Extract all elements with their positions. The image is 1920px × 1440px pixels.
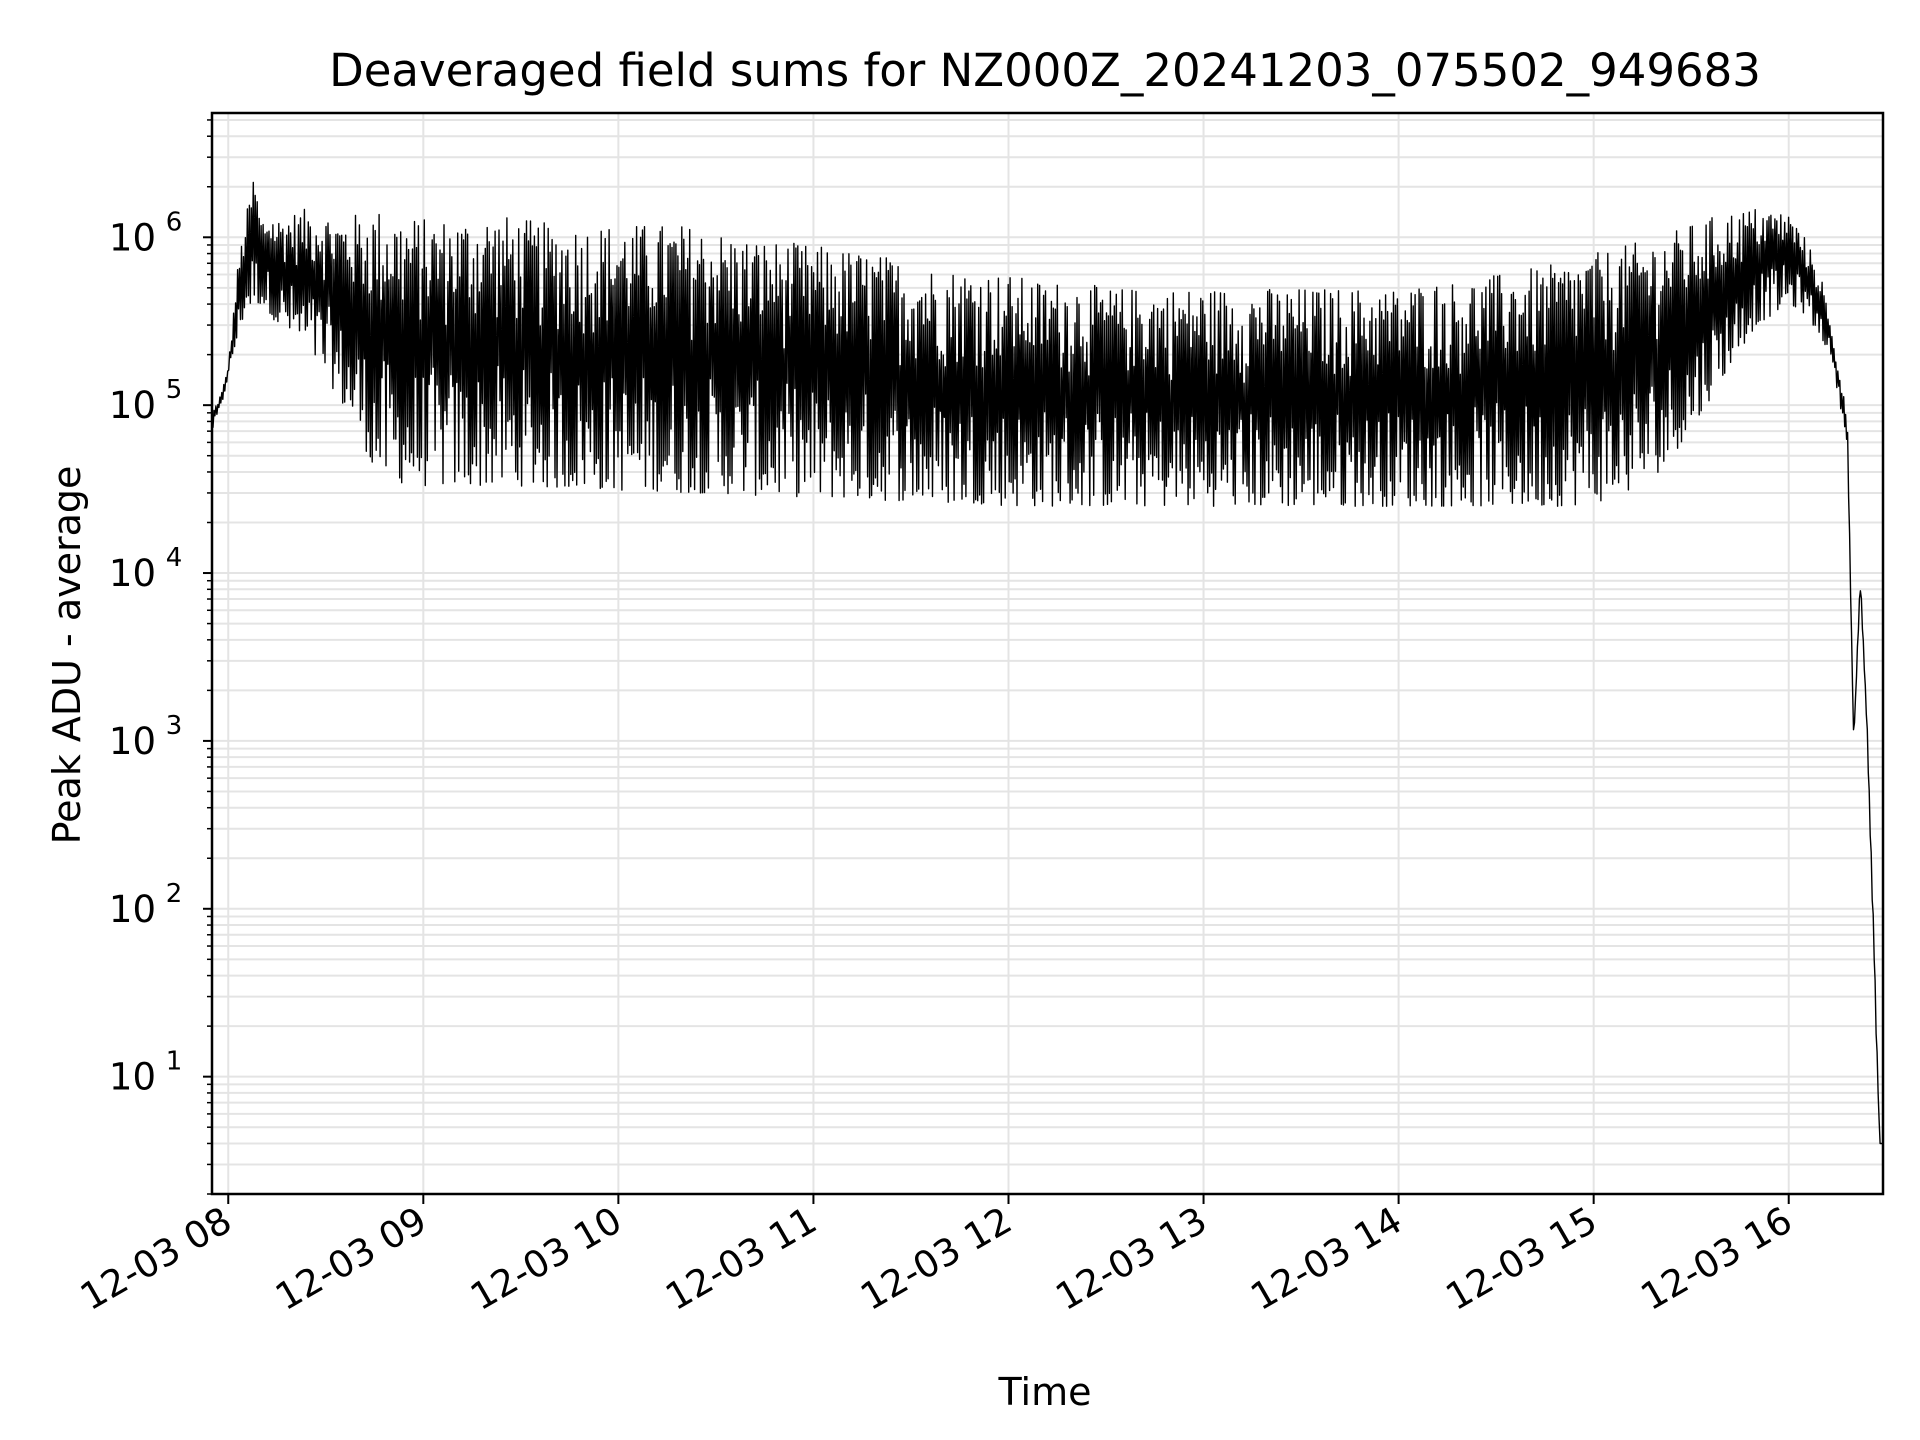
y-tick-label: 10 bbox=[109, 888, 156, 931]
y-tick-exponent: 6 bbox=[166, 207, 183, 237]
x-axis-label: Time bbox=[998, 1370, 1092, 1414]
y-tick-exponent: 2 bbox=[166, 879, 183, 909]
series-group bbox=[211, 181, 1883, 1145]
y-tick-exponent: 1 bbox=[166, 1047, 183, 1077]
y-tick-label: 10 bbox=[109, 1056, 156, 1099]
plot-frame bbox=[210, 111, 1885, 1196]
y-axis-label: Peak ADU - average bbox=[45, 466, 89, 845]
chart-title: Deaveraged field sums for NZ000Z_2024120… bbox=[329, 44, 1761, 97]
y-tick-label: 10 bbox=[109, 720, 156, 763]
y-tick-exponent: 4 bbox=[166, 543, 183, 573]
series-line-0 bbox=[211, 181, 1883, 1145]
y-axis-ticks: 10 1 10 2 10 3 10 4 10 5 10 6 bbox=[109, 119, 212, 1195]
y-tick-label: 10 bbox=[109, 552, 156, 595]
y-tick-label: 10 bbox=[109, 216, 156, 259]
grid-lines bbox=[212, 113, 1883, 1195]
y-tick-label: 10 bbox=[109, 384, 156, 427]
y-tick-exponent: 5 bbox=[166, 375, 183, 405]
y-tick-exponent: 3 bbox=[166, 711, 183, 741]
